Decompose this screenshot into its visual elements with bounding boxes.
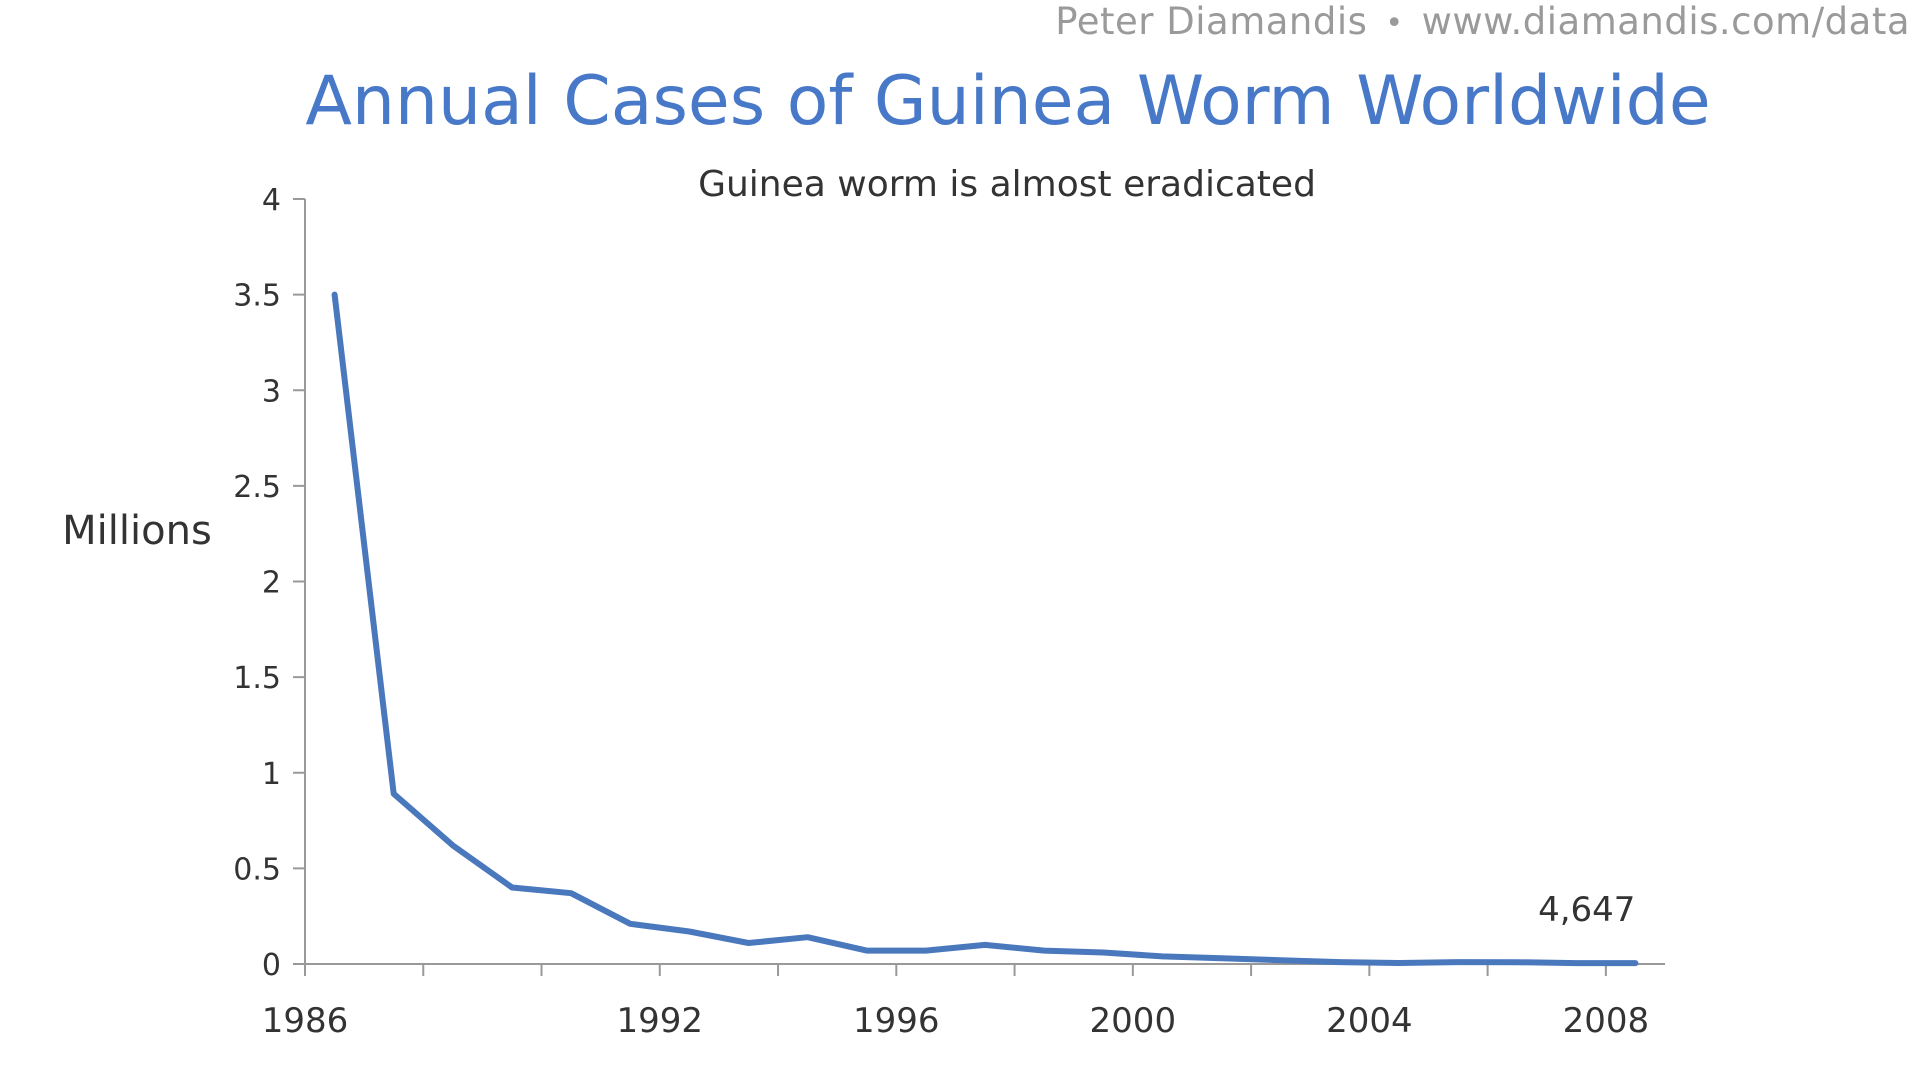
y-tick-label: 2.5 [233, 470, 281, 505]
y-tick-label: 3 [262, 374, 281, 409]
series-line [331, 291, 1639, 967]
y-tick-label: 3.5 [233, 279, 281, 314]
axes-group: 0 0.5 1 1.5 2 2.5 3 3.5 4 1986 1992 1996 2000 2004 200… [233, 183, 1665, 1041]
data-annotation: 4,647 [1538, 890, 1635, 930]
x-tick-label: 1986 [262, 1001, 349, 1041]
y-tick-label: 4 [262, 183, 281, 218]
website-url: www.diamandis.com/data [1421, 0, 1910, 43]
chart-subtitle: Guinea worm is almost eradicated [698, 164, 1316, 205]
series-group [331, 291, 1639, 967]
x-tick-label: 2004 [1326, 1001, 1413, 1041]
y-tick-label: 0 [262, 948, 281, 983]
annotations-group: 4,647 [1538, 890, 1635, 930]
y-tick-label: 1.5 [233, 661, 281, 696]
separator-dot: • [1385, 5, 1404, 41]
y-tick-label: 1 [262, 757, 281, 792]
y-tick-label: 2 [262, 566, 281, 601]
credit-line: Peter Diamandis • www.diamandis.com/data [1055, 0, 1910, 46]
x-tick-label: 1992 [617, 1001, 704, 1041]
x-tick-label: 1996 [853, 1001, 940, 1041]
y-tick-label: 0.5 [233, 852, 281, 887]
x-tick-label: 2000 [1090, 1001, 1177, 1041]
y-axis-label: Millions [62, 508, 212, 554]
author-name: Peter Diamandis [1055, 0, 1368, 43]
x-tick-label: 2008 [1563, 1001, 1650, 1041]
chart-title: Annual Cases of Guinea Worm Worldwide [305, 62, 1711, 141]
